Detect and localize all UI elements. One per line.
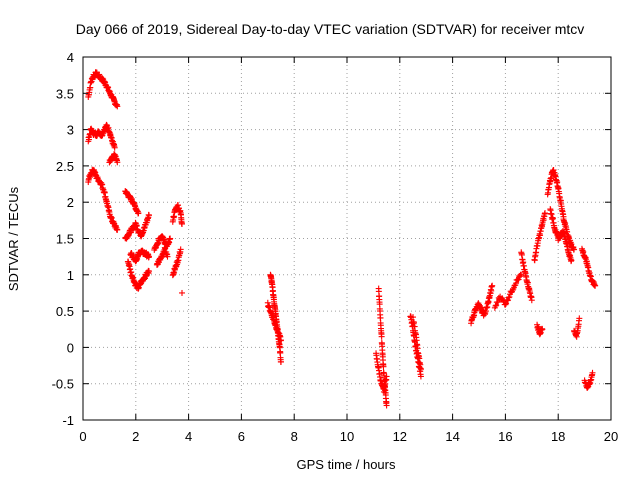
grid-lines: [83, 57, 611, 420]
data-point: [592, 282, 599, 289]
y-tick-labels: -1 -0.5 0 0.5 1 1.5 2 2.5 3 3.5 4: [52, 50, 74, 428]
y-tick-label: 2.5: [56, 159, 74, 174]
x-tick-label: 14: [445, 429, 459, 444]
data-point: [177, 246, 184, 253]
data-point: [146, 268, 152, 275]
y-tick-label: 3.5: [56, 86, 74, 101]
y-tick-label: -0.5: [52, 377, 74, 392]
x-tick-label: 4: [185, 429, 192, 444]
x-tick-label: 18: [551, 429, 565, 444]
data-point: [514, 277, 521, 284]
data-point: [503, 300, 510, 307]
data-series: [85, 69, 599, 409]
y-tick-label: 1.5: [56, 232, 74, 247]
data-point: [528, 297, 535, 304]
data-point: [164, 253, 171, 260]
data-point: [489, 282, 496, 289]
data-point: [518, 271, 525, 278]
data-point: [383, 373, 390, 380]
data-point: [114, 226, 121, 233]
data-point: [114, 103, 121, 110]
data-point: [512, 280, 519, 287]
axis-ticks: [82, 56, 612, 421]
data-point: [278, 358, 284, 365]
data-point: [539, 326, 546, 333]
data-point: [542, 210, 548, 217]
y-tick-label: 4: [67, 50, 74, 65]
data-point: [417, 366, 424, 373]
data-point: [167, 235, 174, 242]
data-point: [179, 220, 185, 227]
x-tick-label: 8: [291, 429, 298, 444]
data-point: [278, 337, 284, 344]
data-point: [146, 212, 152, 219]
data-point: [417, 373, 424, 380]
data-point: [576, 315, 583, 322]
data-point: [492, 302, 499, 309]
chart-title: Day 066 of 2019, Sidereal Day-to-day VTE…: [76, 21, 585, 37]
data-point: [378, 333, 385, 340]
x-tick-label: 16: [498, 429, 512, 444]
data-point: [146, 253, 152, 260]
y-tick-label: 0.5: [56, 304, 74, 319]
data-point: [506, 293, 513, 300]
x-axis-label: GPS time / hours: [297, 457, 396, 472]
y-axis-label: SDTVAR / TECUs: [6, 186, 21, 291]
data-point: [505, 294, 512, 301]
data-point: [571, 246, 578, 253]
data-point: [380, 363, 387, 370]
x-tick-labels: 0 2 4 6 8 10 12 14 16 18 20: [79, 429, 618, 444]
y-tick-label: 0: [67, 340, 74, 355]
data-point: [179, 289, 185, 296]
data-point: [502, 301, 509, 308]
x-tick-label: 2: [132, 429, 139, 444]
data-point: [495, 298, 502, 305]
data-point: [589, 369, 596, 376]
y-tick-label: 2: [67, 195, 74, 210]
data-point: [493, 302, 500, 309]
x-tick-label: 0: [79, 429, 86, 444]
x-tick-label: 12: [393, 429, 407, 444]
data-point: [568, 257, 575, 264]
data-point: [509, 287, 516, 294]
data-point: [135, 210, 142, 217]
x-tick-label: 20: [604, 429, 618, 444]
x-tick-label: 10: [340, 429, 354, 444]
y-tick-label: 3: [67, 123, 74, 138]
data-point: [515, 276, 522, 283]
y-tick-label: -1: [62, 413, 74, 428]
data-point: [377, 314, 384, 321]
x-tick-label: 6: [238, 429, 245, 444]
y-tick-label: 1: [67, 268, 74, 283]
data-point: [383, 402, 390, 409]
data-point: [114, 159, 121, 166]
data-point: [111, 144, 118, 151]
